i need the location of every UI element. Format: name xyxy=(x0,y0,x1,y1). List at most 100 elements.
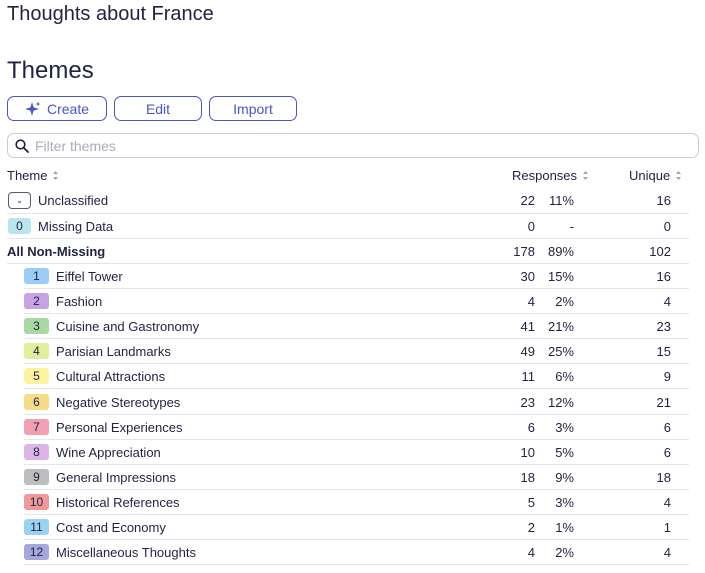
theme-badge: 5 xyxy=(24,368,49,384)
import-button-label: Import xyxy=(233,100,273,117)
unique-count: 21 xyxy=(656,395,671,410)
theme-label: Miscellaneous Thoughts xyxy=(56,545,196,560)
theme-badge: 12 xyxy=(24,544,49,560)
response-count: 5 xyxy=(527,495,535,510)
table-row[interactable]: 8 Wine Appreciation 10 5% 6 xyxy=(0,444,705,464)
theme-badge: 11 xyxy=(24,519,49,535)
divider xyxy=(24,564,689,565)
table-row[interactable]: 10 Historical References 5 3% 4 xyxy=(0,494,705,514)
filter-themes-input[interactable] xyxy=(35,137,635,154)
theme-badge: 7 xyxy=(24,419,49,435)
column-header-responses-label: Responses xyxy=(512,168,578,183)
unique-count: 1 xyxy=(663,520,671,535)
response-percent: 1% xyxy=(555,520,574,535)
unique-count: 0 xyxy=(663,219,671,234)
divider xyxy=(24,489,689,490)
create-button-label: Create xyxy=(46,100,90,117)
theme-label: Unclassified xyxy=(38,193,109,208)
divider xyxy=(24,313,689,314)
response-count: 23 xyxy=(520,395,535,410)
theme-badge: 9 xyxy=(24,469,49,485)
import-button[interactable]: Import xyxy=(209,96,297,121)
theme-badge: 8 xyxy=(24,444,49,460)
sort-icon xyxy=(583,171,589,180)
table-row-unclassified[interactable]: - Unclassified 22 11% 16 xyxy=(0,192,705,212)
edit-button[interactable]: Edit xyxy=(114,96,202,121)
theme-badge: 1 xyxy=(24,268,49,284)
theme-label: Historical References xyxy=(56,495,180,510)
table-row[interactable]: 3 Cuisine and Gastronomy 41 21% 23 xyxy=(0,318,705,338)
table-row[interactable]: 5 Cultural Attractions 11 6% 9 xyxy=(0,368,705,388)
theme-label: Missing Data xyxy=(38,219,114,234)
response-percent: 12% xyxy=(547,395,574,410)
unique-count: 23 xyxy=(656,319,671,334)
theme-label: Eiffel Tower xyxy=(56,269,123,284)
response-percent: 89% xyxy=(547,244,574,259)
divider xyxy=(24,514,689,515)
theme-label: Cultural Attractions xyxy=(56,369,166,384)
column-header-unique[interactable]: Unique xyxy=(629,168,682,183)
response-percent: 5% xyxy=(555,445,574,460)
table-row[interactable]: 9 General Impressions 18 9% 18 xyxy=(0,469,705,489)
divider xyxy=(7,213,689,214)
theme-badge: 2 xyxy=(24,293,49,309)
table-row-all-non-missing[interactable]: All Non-Missing 178 89% 102 xyxy=(0,243,705,263)
response-count: 11 xyxy=(521,369,536,384)
divider xyxy=(24,388,689,389)
column-header-theme[interactable]: Theme xyxy=(7,168,59,183)
response-count: 18 xyxy=(520,470,535,485)
response-count: 178 xyxy=(513,244,535,259)
response-count: 10 xyxy=(520,445,535,460)
search-icon xyxy=(15,138,29,153)
page-title: Thoughts about France xyxy=(7,3,214,25)
divider xyxy=(7,238,689,239)
response-percent: 3% xyxy=(555,495,574,510)
response-count: 41 xyxy=(520,319,535,334)
divider xyxy=(24,414,689,415)
response-count: 2 xyxy=(527,520,535,535)
table-row[interactable]: 2 Fashion 4 2% 4 xyxy=(0,293,705,313)
sort-icon xyxy=(676,171,682,180)
response-percent: 9% xyxy=(555,470,574,485)
column-header-responses[interactable]: Responses xyxy=(512,168,589,183)
table-row[interactable]: 7 Personal Experiences 6 3% 6 xyxy=(0,419,705,439)
search-box xyxy=(7,133,699,158)
theme-label: General Impressions xyxy=(56,470,176,485)
response-count: 22 xyxy=(520,193,535,208)
table-row[interactable]: 6 Negative Stereotypes 23 12% 21 xyxy=(0,394,705,414)
response-count: 0 xyxy=(527,219,535,234)
theme-badge: 3 xyxy=(24,318,49,334)
sort-icon xyxy=(53,171,59,180)
response-percent: 15% xyxy=(547,269,574,284)
table-row-missing-data[interactable]: 0 Missing Data 0 - 0 xyxy=(0,218,705,238)
table-row[interactable]: 1 Eiffel Tower 30 15% 16 xyxy=(0,268,705,288)
response-percent: - xyxy=(569,219,574,234)
response-count: 30 xyxy=(520,269,535,284)
response-percent: 25% xyxy=(547,344,574,359)
unique-count: 15 xyxy=(656,344,671,359)
unique-count: 6 xyxy=(663,420,671,435)
theme-badge: - xyxy=(8,192,31,209)
unique-count: 9 xyxy=(663,369,671,384)
theme-badge: 0 xyxy=(8,218,31,234)
response-percent: 2% xyxy=(555,294,574,309)
unique-count: 4 xyxy=(663,545,671,560)
divider xyxy=(24,439,689,440)
table-row[interactable]: 4 Parisian Landmarks 49 25% 15 xyxy=(0,343,705,363)
table-row[interactable]: 11 Cost and Economy 2 1% 1 xyxy=(0,519,705,539)
response-percent: 2% xyxy=(555,545,574,560)
theme-badge: 6 xyxy=(24,394,49,410)
column-header-unique-label: Unique xyxy=(629,168,671,183)
divider xyxy=(24,338,689,339)
response-count: 6 xyxy=(527,420,535,435)
unique-count: 16 xyxy=(656,193,671,208)
response-percent: 6% xyxy=(555,369,574,384)
sparkle-icon xyxy=(24,101,41,116)
response-percent: 21% xyxy=(547,319,574,334)
create-button[interactable]: Create xyxy=(7,96,107,121)
theme-label: Wine Appreciation xyxy=(56,445,161,460)
response-percent: 3% xyxy=(555,420,574,435)
table-row[interactable]: 12 Miscellaneous Thoughts 4 2% 4 xyxy=(0,544,705,564)
edit-button-label: Edit xyxy=(145,100,171,117)
divider xyxy=(24,363,689,364)
